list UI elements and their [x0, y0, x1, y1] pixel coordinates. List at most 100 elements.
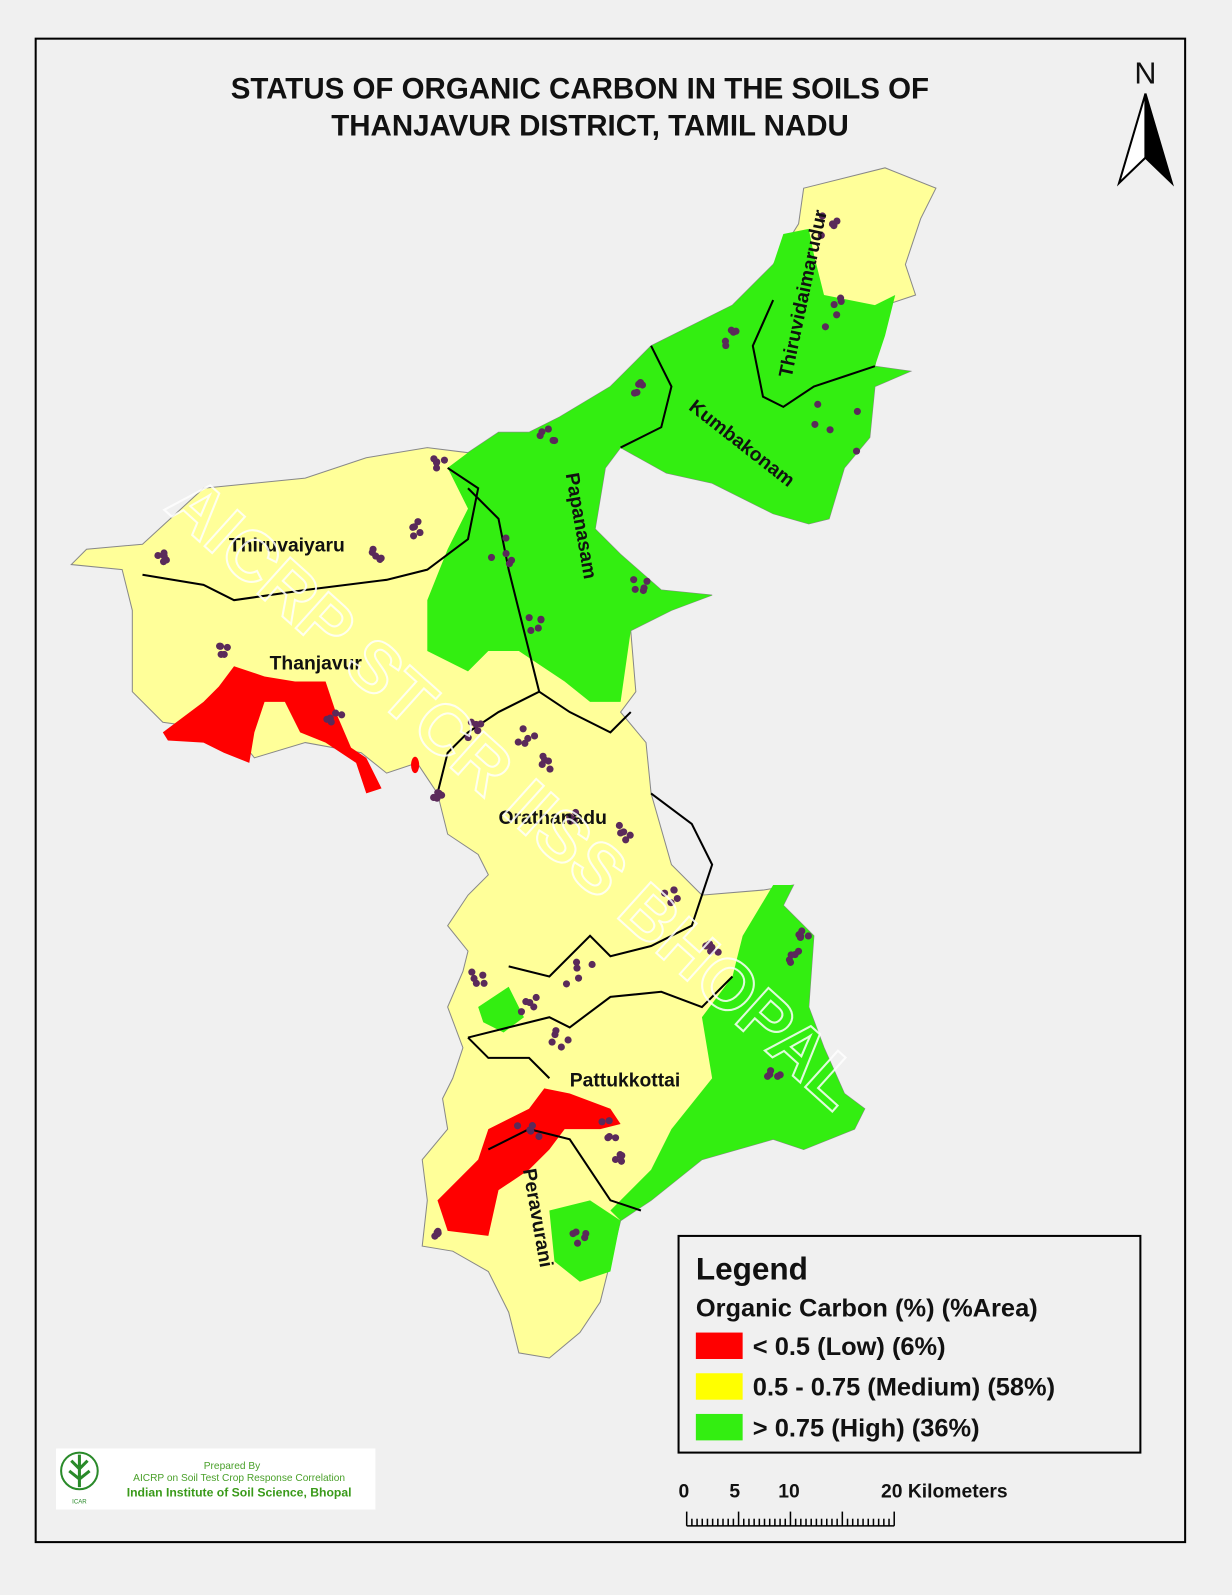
sample-point — [837, 297, 845, 305]
sample-point — [729, 328, 737, 336]
legend-swatch-low — [695, 1332, 743, 1360]
sample-point — [536, 432, 544, 440]
sample-point — [804, 932, 812, 940]
sample-point — [574, 974, 583, 982]
sample-point — [572, 808, 580, 817]
sample-point — [661, 889, 669, 897]
sample-point — [564, 1036, 572, 1044]
sample-point — [707, 947, 715, 955]
sample-point — [369, 545, 377, 553]
sample-point — [487, 553, 496, 561]
sample-point — [414, 518, 422, 526]
sample-point — [154, 551, 162, 560]
sample-point — [538, 760, 546, 769]
sample-point — [714, 948, 722, 956]
sample-point — [160, 552, 168, 560]
sample-point — [572, 958, 581, 966]
sample-point — [216, 642, 224, 650]
sample-point — [502, 550, 510, 558]
sample-point — [673, 894, 681, 903]
map-title-line1: STATUS OF ORGANIC CARBON IN THE SOILS OF — [231, 73, 929, 106]
sample-point — [833, 311, 841, 319]
sample-point — [544, 425, 552, 433]
sample-point — [605, 1132, 613, 1141]
legend-subtitle: Organic Carbon (%) (%Area) — [696, 1294, 1038, 1322]
sample-point — [544, 757, 553, 765]
sample-point — [588, 960, 596, 969]
block-label-thanjavur: Thanjavur — [270, 653, 363, 674]
sample-point — [568, 815, 576, 823]
sample-point — [817, 231, 825, 239]
sample-point — [573, 964, 581, 972]
legend-title: Legend — [696, 1251, 808, 1287]
sample-point — [767, 1067, 775, 1075]
sample-point — [705, 940, 714, 948]
sample-point — [639, 586, 647, 595]
block-label-pattukkottai: Pattukkottai — [570, 1070, 681, 1091]
sample-point — [611, 1155, 620, 1164]
sample-point — [522, 998, 530, 1006]
legend-item-medium: 0.5 - 0.75 (Medium) (58%) — [753, 1374, 1055, 1402]
sample-point — [433, 794, 441, 802]
sample-point — [811, 420, 819, 428]
sample-point — [667, 899, 675, 907]
sample-point — [527, 626, 535, 635]
sample-point — [548, 1038, 556, 1046]
sample-point — [409, 523, 417, 531]
legend-swatch-medium — [695, 1373, 743, 1400]
sample-point — [549, 436, 557, 444]
sample-point — [794, 947, 803, 955]
sample-point — [514, 738, 522, 746]
sample-point — [434, 1229, 442, 1237]
sample-point — [830, 300, 838, 309]
sample-point — [517, 1008, 526, 1016]
block-label-orathanadu: Orathanadu — [499, 808, 607, 829]
sample-point — [670, 886, 678, 894]
map-title-line2: THANJAVUR DISTRICT, TAMIL NADU — [331, 109, 849, 142]
sample-point — [821, 323, 829, 331]
sample-point — [562, 980, 571, 988]
sample-point — [326, 714, 334, 722]
sample-point — [513, 1122, 522, 1130]
sample-point — [833, 217, 841, 225]
sample-point — [581, 1234, 589, 1242]
sample-point — [598, 1118, 606, 1126]
low-carbon-zone-west — [162, 666, 382, 794]
sample-point — [552, 1027, 560, 1035]
sample-point — [814, 400, 822, 408]
sample-point — [537, 616, 545, 624]
sample-point — [633, 388, 641, 396]
sample-point — [525, 614, 533, 622]
scale-bar: 0 5 10 20 Kilometers — [679, 1481, 1008, 1527]
sample-point — [605, 1117, 613, 1125]
icar-logo: ICAR — [60, 1451, 99, 1505]
high-carbon-zone-southeast — [610, 884, 865, 1221]
sample-point — [472, 979, 480, 987]
sample-point — [521, 739, 529, 747]
logo-text: ICAR — [72, 1498, 87, 1505]
sample-point — [852, 447, 861, 455]
sample-point — [430, 455, 438, 463]
sample-point — [534, 624, 542, 632]
sample-point — [376, 555, 384, 563]
sample-point — [618, 1151, 626, 1160]
sample-point — [776, 1071, 784, 1079]
scale-tick-10: 10 — [778, 1481, 799, 1502]
sample-point — [786, 958, 795, 966]
sample-point — [763, 1072, 772, 1080]
sample-point — [479, 971, 487, 979]
sample-point — [787, 951, 795, 959]
scale-tick-5: 5 — [729, 1481, 740, 1502]
legend-swatch-high — [695, 1413, 743, 1441]
block-label-thiruvaiyaru: Thiruvaiyaru — [229, 535, 345, 556]
sample-point — [410, 532, 418, 540]
sample-point — [220, 650, 228, 658]
sample-point — [530, 1003, 538, 1011]
legend-item-low: < 0.5 (Low) (6%) — [753, 1333, 946, 1361]
sample-point — [643, 577, 651, 585]
sample-point — [338, 711, 346, 719]
sample-point — [464, 734, 472, 742]
sample-point — [818, 212, 827, 220]
sample-point — [535, 1132, 543, 1141]
